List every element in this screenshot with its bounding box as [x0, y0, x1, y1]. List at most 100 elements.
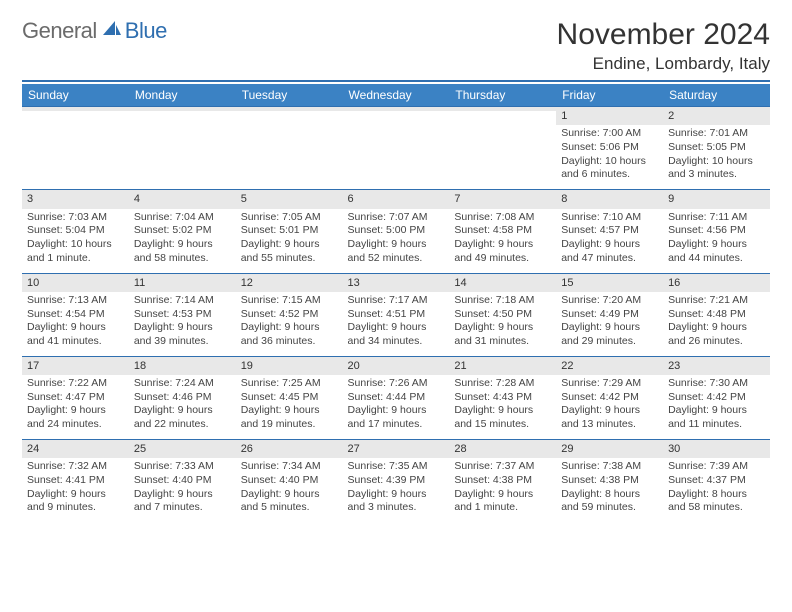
sunset-text: Sunset: 4:44 PM	[348, 391, 445, 405]
day-number: 12	[236, 273, 343, 292]
day-number: 16	[663, 273, 770, 292]
day-details: Sunrise: 7:17 AMSunset: 4:51 PMDaylight:…	[343, 292, 450, 356]
logo: General Blue	[22, 18, 167, 44]
day-number: 5	[236, 189, 343, 208]
day-details: Sunrise: 7:08 AMSunset: 4:58 PMDaylight:…	[449, 209, 556, 273]
calendar-week-row: 1Sunrise: 7:00 AMSunset: 5:06 PMDaylight…	[22, 106, 770, 189]
sunrise-text: Sunrise: 7:17 AM	[348, 294, 445, 308]
sunrise-text: Sunrise: 7:08 AM	[454, 211, 551, 225]
daylight-text: Daylight: 9 hours and 1 minute.	[454, 488, 551, 515]
day-number: 19	[236, 356, 343, 375]
day-number: 7	[449, 189, 556, 208]
calendar-day-cell: 7Sunrise: 7:08 AMSunset: 4:58 PMDaylight…	[449, 189, 556, 272]
day-details: Sunrise: 7:39 AMSunset: 4:37 PMDaylight:…	[663, 458, 770, 522]
daylight-text: Daylight: 8 hours and 59 minutes.	[561, 488, 658, 515]
day-details: Sunrise: 7:15 AMSunset: 4:52 PMDaylight:…	[236, 292, 343, 356]
calendar-day-cell: 23Sunrise: 7:30 AMSunset: 4:42 PMDayligh…	[663, 356, 770, 439]
day-details: Sunrise: 7:11 AMSunset: 4:56 PMDaylight:…	[663, 209, 770, 273]
daylight-text: Daylight: 9 hours and 15 minutes.	[454, 404, 551, 431]
daylight-text: Daylight: 10 hours and 3 minutes.	[668, 155, 765, 182]
day-details: Sunrise: 7:30 AMSunset: 4:42 PMDaylight:…	[663, 375, 770, 439]
day-details: Sunrise: 7:01 AMSunset: 5:05 PMDaylight:…	[663, 125, 770, 189]
daylight-text: Daylight: 9 hours and 9 minutes.	[27, 488, 124, 515]
daylight-text: Daylight: 9 hours and 3 minutes.	[348, 488, 445, 515]
daylight-text: Daylight: 9 hours and 31 minutes.	[454, 321, 551, 348]
day-details: Sunrise: 7:32 AMSunset: 4:41 PMDaylight:…	[22, 458, 129, 522]
sunrise-text: Sunrise: 7:20 AM	[561, 294, 658, 308]
sail-icon	[101, 19, 123, 44]
daylight-text: Daylight: 9 hours and 39 minutes.	[134, 321, 231, 348]
daylight-text: Daylight: 10 hours and 1 minute.	[27, 238, 124, 265]
daylight-text: Daylight: 9 hours and 55 minutes.	[241, 238, 338, 265]
sunset-text: Sunset: 4:51 PM	[348, 308, 445, 322]
calendar-day-cell: 12Sunrise: 7:15 AMSunset: 4:52 PMDayligh…	[236, 273, 343, 356]
calendar-day-cell: 17Sunrise: 7:22 AMSunset: 4:47 PMDayligh…	[22, 356, 129, 439]
day-details: Sunrise: 7:22 AMSunset: 4:47 PMDaylight:…	[22, 375, 129, 439]
day-details: Sunrise: 7:00 AMSunset: 5:06 PMDaylight:…	[556, 125, 663, 189]
sunset-text: Sunset: 4:57 PM	[561, 224, 658, 238]
day-details: Sunrise: 7:20 AMSunset: 4:49 PMDaylight:…	[556, 292, 663, 356]
day-number: 18	[129, 356, 236, 375]
day-number: 15	[556, 273, 663, 292]
day-details: Sunrise: 7:29 AMSunset: 4:42 PMDaylight:…	[556, 375, 663, 439]
day-number: 21	[449, 356, 556, 375]
calendar-week-row: 10Sunrise: 7:13 AMSunset: 4:54 PMDayligh…	[22, 273, 770, 356]
calendar-day-cell	[343, 106, 450, 189]
month-title: November 2024	[557, 18, 770, 52]
daylight-text: Daylight: 9 hours and 7 minutes.	[134, 488, 231, 515]
calendar-day-cell: 15Sunrise: 7:20 AMSunset: 4:49 PMDayligh…	[556, 273, 663, 356]
day-details	[449, 111, 556, 175]
title-block: November 2024 Endine, Lombardy, Italy	[557, 18, 770, 74]
day-details: Sunrise: 7:21 AMSunset: 4:48 PMDaylight:…	[663, 292, 770, 356]
day-details: Sunrise: 7:28 AMSunset: 4:43 PMDaylight:…	[449, 375, 556, 439]
day-details	[236, 111, 343, 175]
sunrise-text: Sunrise: 7:24 AM	[134, 377, 231, 391]
sunset-text: Sunset: 4:58 PM	[454, 224, 551, 238]
sunrise-text: Sunrise: 7:26 AM	[348, 377, 445, 391]
sunrise-text: Sunrise: 7:37 AM	[454, 460, 551, 474]
calendar-day-cell: 29Sunrise: 7:38 AMSunset: 4:38 PMDayligh…	[556, 439, 663, 522]
day-number: 23	[663, 356, 770, 375]
sunrise-text: Sunrise: 7:04 AM	[134, 211, 231, 225]
calendar-day-cell	[236, 106, 343, 189]
sunrise-text: Sunrise: 7:15 AM	[241, 294, 338, 308]
calendar-day-cell: 5Sunrise: 7:05 AMSunset: 5:01 PMDaylight…	[236, 189, 343, 272]
header-rule	[22, 80, 770, 82]
sunset-text: Sunset: 4:42 PM	[668, 391, 765, 405]
calendar-day-cell: 6Sunrise: 7:07 AMSunset: 5:00 PMDaylight…	[343, 189, 450, 272]
day-number: 29	[556, 439, 663, 458]
sunrise-text: Sunrise: 7:32 AM	[27, 460, 124, 474]
sunset-text: Sunset: 4:40 PM	[134, 474, 231, 488]
sunrise-text: Sunrise: 7:11 AM	[668, 211, 765, 225]
weekday-header: Sunday	[22, 84, 129, 106]
daylight-text: Daylight: 9 hours and 36 minutes.	[241, 321, 338, 348]
day-details: Sunrise: 7:37 AMSunset: 4:38 PMDaylight:…	[449, 458, 556, 522]
weekday-header-row: Sunday Monday Tuesday Wednesday Thursday…	[22, 84, 770, 106]
daylight-text: Daylight: 9 hours and 22 minutes.	[134, 404, 231, 431]
calendar-day-cell: 21Sunrise: 7:28 AMSunset: 4:43 PMDayligh…	[449, 356, 556, 439]
calendar-day-cell	[22, 106, 129, 189]
calendar-day-cell: 1Sunrise: 7:00 AMSunset: 5:06 PMDaylight…	[556, 106, 663, 189]
daylight-text: Daylight: 9 hours and 26 minutes.	[668, 321, 765, 348]
daylight-text: Daylight: 9 hours and 41 minutes.	[27, 321, 124, 348]
daylight-text: Daylight: 8 hours and 58 minutes.	[668, 488, 765, 515]
calendar-day-cell: 4Sunrise: 7:04 AMSunset: 5:02 PMDaylight…	[129, 189, 236, 272]
weekday-header: Thursday	[449, 84, 556, 106]
day-details: Sunrise: 7:10 AMSunset: 4:57 PMDaylight:…	[556, 209, 663, 273]
day-details: Sunrise: 7:18 AMSunset: 4:50 PMDaylight:…	[449, 292, 556, 356]
day-details	[129, 111, 236, 175]
daylight-text: Daylight: 9 hours and 58 minutes.	[134, 238, 231, 265]
sunset-text: Sunset: 4:43 PM	[454, 391, 551, 405]
weekday-header: Saturday	[663, 84, 770, 106]
sunrise-text: Sunrise: 7:22 AM	[27, 377, 124, 391]
daylight-text: Daylight: 10 hours and 6 minutes.	[561, 155, 658, 182]
logo-text-gray: General	[22, 18, 97, 44]
calendar-day-cell	[449, 106, 556, 189]
day-details: Sunrise: 7:25 AMSunset: 4:45 PMDaylight:…	[236, 375, 343, 439]
sunset-text: Sunset: 4:38 PM	[561, 474, 658, 488]
day-number: 10	[22, 273, 129, 292]
calendar-table: Sunday Monday Tuesday Wednesday Thursday…	[22, 84, 770, 522]
daylight-text: Daylight: 9 hours and 5 minutes.	[241, 488, 338, 515]
sunrise-text: Sunrise: 7:33 AM	[134, 460, 231, 474]
day-details: Sunrise: 7:38 AMSunset: 4:38 PMDaylight:…	[556, 458, 663, 522]
